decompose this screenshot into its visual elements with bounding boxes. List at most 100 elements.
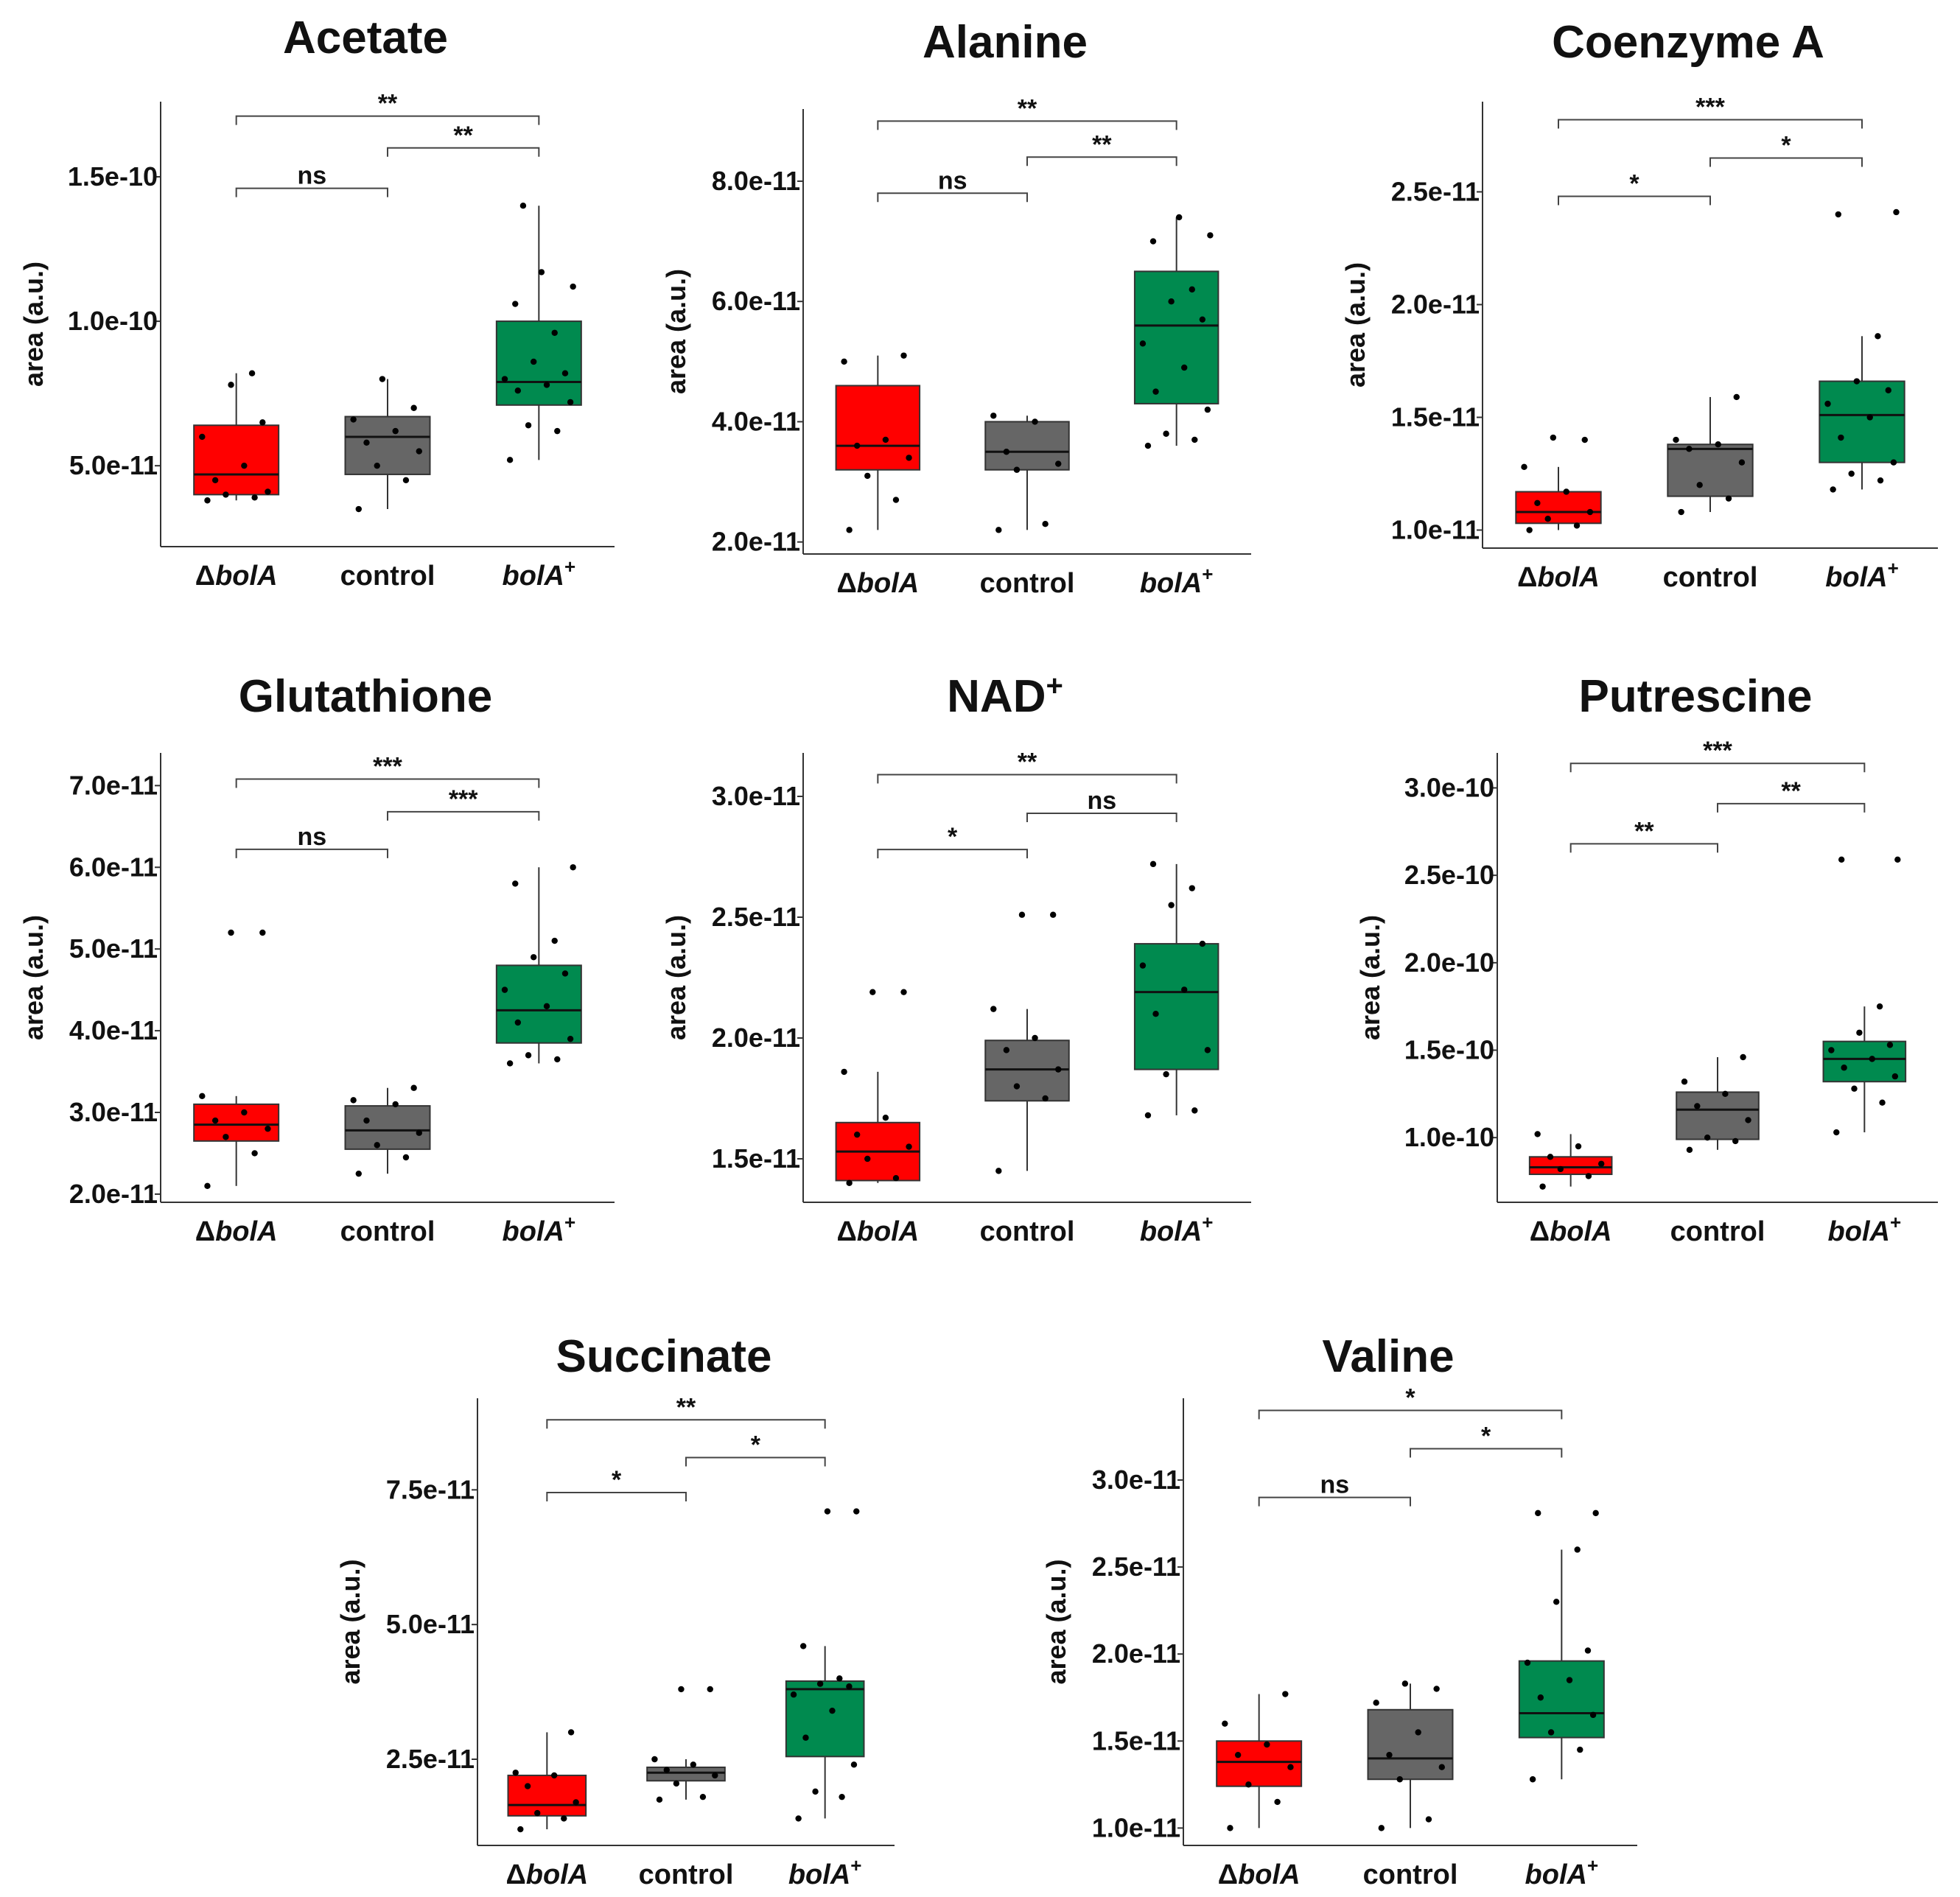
box-2 bbox=[1518, 1660, 1605, 1739]
significance-label: * bbox=[948, 823, 958, 851]
y-tick-label: 1.0e-10 bbox=[68, 306, 158, 336]
category-label: ΔbolA bbox=[195, 561, 278, 592]
data-point bbox=[1573, 522, 1581, 529]
data-point bbox=[1386, 1751, 1393, 1759]
category-label: bolA+ bbox=[1525, 1854, 1599, 1890]
data-point bbox=[1678, 508, 1684, 516]
data-point bbox=[1287, 1764, 1294, 1770]
data-point bbox=[524, 1783, 531, 1789]
data-point bbox=[1686, 1146, 1693, 1153]
significance-bracket bbox=[235, 778, 540, 788]
data-point bbox=[1144, 442, 1152, 449]
data-point bbox=[1597, 1160, 1605, 1167]
data-point bbox=[1704, 1134, 1711, 1141]
significance-label: ns bbox=[1087, 787, 1116, 815]
data-point bbox=[1032, 418, 1038, 425]
y-tick-label: 1.5e-11 bbox=[1092, 1725, 1180, 1756]
data-point bbox=[1547, 1729, 1555, 1736]
data-point bbox=[846, 527, 853, 533]
significance-bracket bbox=[1410, 1448, 1563, 1458]
box-1 bbox=[1367, 1708, 1454, 1781]
data-point bbox=[1234, 1751, 1242, 1759]
data-point bbox=[990, 1006, 997, 1012]
data-point bbox=[839, 1793, 845, 1800]
data-point bbox=[1168, 298, 1175, 305]
significance-label: ** bbox=[378, 90, 398, 118]
data-point bbox=[1589, 1711, 1597, 1719]
significance-bracket bbox=[546, 1491, 687, 1501]
data-point bbox=[1584, 1647, 1592, 1654]
data-point bbox=[853, 1508, 860, 1515]
significance-label: * bbox=[751, 1431, 761, 1459]
data-point bbox=[850, 1761, 858, 1768]
category-label: control bbox=[1670, 1216, 1765, 1247]
data-point bbox=[1585, 1173, 1592, 1179]
data-point bbox=[690, 1761, 697, 1768]
data-point bbox=[374, 1142, 380, 1149]
category-label: control bbox=[1363, 1859, 1458, 1890]
y-axis-label: area (a.u.) bbox=[18, 262, 49, 387]
significance-bracket bbox=[1026, 156, 1177, 166]
y-tick-label: 7.5e-11 bbox=[386, 1474, 475, 1504]
data-point bbox=[995, 527, 1002, 533]
y-tick-label: 6.0e-11 bbox=[69, 852, 158, 882]
panel-title: Valine bbox=[1322, 1331, 1454, 1382]
data-point bbox=[1875, 333, 1881, 340]
box-2 bbox=[1819, 380, 1905, 463]
significance-label: ** bbox=[1092, 130, 1112, 158]
data-point bbox=[846, 1179, 853, 1186]
y-tick-label: 3.0e-11 bbox=[1092, 1465, 1180, 1495]
y-tick-label: 2.0e-11 bbox=[712, 527, 800, 557]
significance-label: * bbox=[1405, 1384, 1415, 1412]
data-point bbox=[795, 1815, 802, 1822]
data-point bbox=[864, 472, 871, 480]
data-point bbox=[1828, 1047, 1835, 1053]
y-tick-label: 2.5e-10 bbox=[1404, 860, 1494, 890]
significance-bracket bbox=[235, 848, 388, 858]
data-point bbox=[1715, 441, 1721, 448]
data-point bbox=[554, 427, 561, 435]
data-point bbox=[501, 986, 508, 993]
panel-title: Putrescine bbox=[1578, 671, 1812, 722]
data-point bbox=[1199, 940, 1206, 947]
y-axis-label: area (a.u.) bbox=[661, 915, 691, 1040]
y-tick-label: 1.0e-11 bbox=[1092, 1812, 1180, 1842]
box-0 bbox=[507, 1774, 587, 1817]
y-tick-label: 2.0e-11 bbox=[1092, 1638, 1180, 1669]
y-tick-label: 2.5e-11 bbox=[1391, 176, 1480, 206]
data-point bbox=[1535, 1509, 1541, 1517]
data-point bbox=[829, 1707, 836, 1714]
y-tick-label: 5.0e-11 bbox=[69, 450, 158, 480]
data-point bbox=[1378, 1825, 1385, 1831]
category-label: ΔbolA bbox=[195, 1216, 278, 1247]
significance-bracket bbox=[387, 810, 540, 821]
y-tick-label: 5.0e-11 bbox=[386, 1609, 475, 1639]
significance-label: *** bbox=[373, 752, 402, 780]
data-point bbox=[841, 358, 847, 365]
data-point bbox=[355, 505, 362, 513]
data-point bbox=[1245, 1781, 1252, 1788]
data-point bbox=[259, 929, 266, 936]
data-point bbox=[1433, 1686, 1440, 1692]
significance-label: ** bbox=[453, 122, 473, 150]
category-label: control bbox=[1663, 562, 1758, 593]
data-point bbox=[506, 457, 514, 463]
data-point bbox=[1563, 488, 1569, 495]
box-2 bbox=[785, 1680, 865, 1758]
data-point bbox=[1013, 466, 1021, 473]
data-point bbox=[1227, 1825, 1233, 1831]
data-point bbox=[265, 488, 271, 495]
y-tick-label: 1.5e-11 bbox=[1391, 402, 1480, 432]
data-point bbox=[416, 448, 422, 455]
y-tick-label: 3.0e-11 bbox=[69, 1097, 158, 1127]
data-point bbox=[1851, 1085, 1858, 1092]
category-label: ΔbolA bbox=[505, 1859, 588, 1890]
significance-bracket bbox=[877, 192, 1028, 203]
data-point bbox=[841, 1068, 847, 1076]
box-1 bbox=[1667, 443, 1754, 497]
data-point bbox=[1207, 232, 1214, 239]
data-point bbox=[1557, 1165, 1564, 1173]
significance-label: ns bbox=[938, 166, 967, 194]
data-point bbox=[1879, 1099, 1886, 1106]
data-point bbox=[1893, 208, 1900, 216]
